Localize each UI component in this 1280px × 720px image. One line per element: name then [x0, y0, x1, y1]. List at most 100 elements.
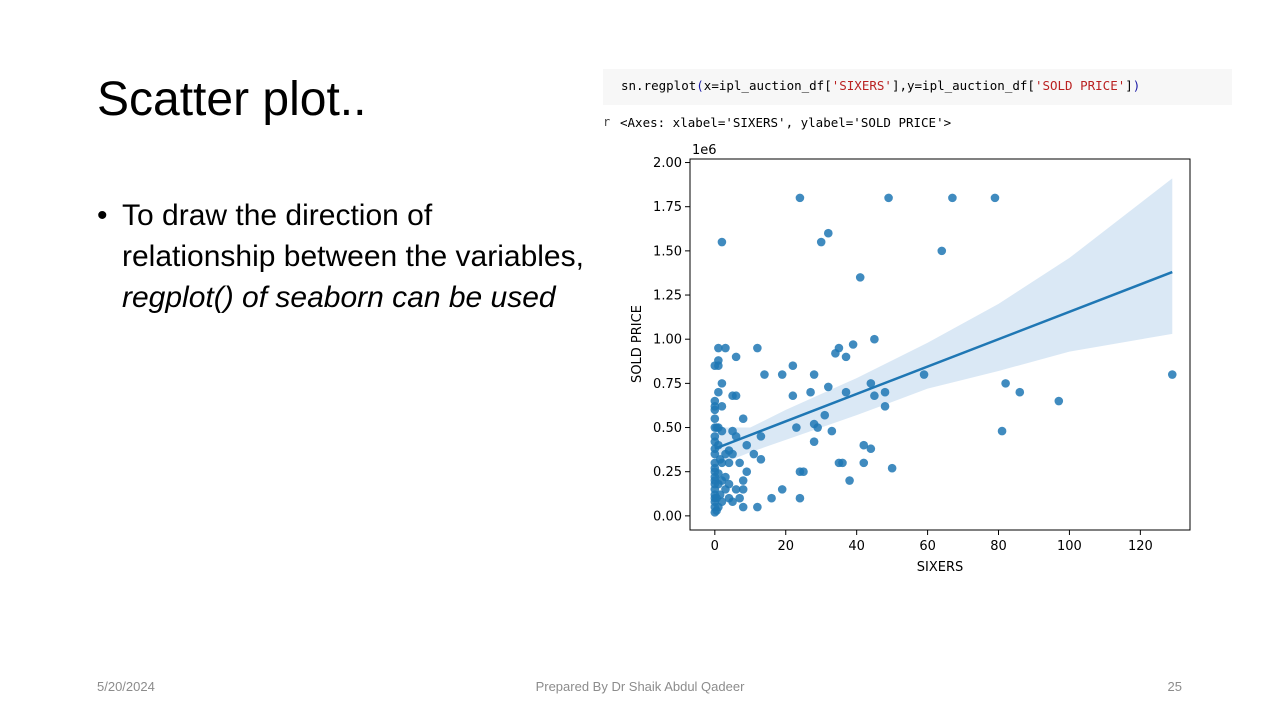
data-point	[859, 440, 869, 450]
y-tick-label: 1.50	[653, 244, 682, 259]
data-point	[721, 472, 730, 482]
data-point	[866, 379, 876, 388]
footer-page-number: 25	[1167, 679, 1182, 694]
data-point	[792, 423, 801, 432]
data-point	[717, 379, 727, 388]
confidence-band-area	[714, 178, 1173, 467]
data-point	[823, 228, 833, 238]
output-text: <Axes: xlabel='SIXERS', ylabel='SOLD PRI…	[620, 115, 952, 130]
data-point	[841, 387, 851, 397]
data-point	[728, 497, 737, 507]
data-point	[731, 485, 741, 494]
x-tick-label: 20	[777, 539, 794, 554]
confidence-band	[714, 178, 1173, 467]
data-point	[742, 467, 752, 477]
data-point	[738, 485, 748, 494]
data-point	[1001, 379, 1010, 388]
data-point	[749, 449, 759, 459]
data-point	[714, 361, 723, 370]
data-point	[1015, 387, 1025, 397]
code-x-key: 'SIXERS'	[831, 78, 892, 93]
y-tick-label: 1.25	[653, 289, 682, 304]
y-tick-label: 1.00	[653, 333, 682, 348]
data-point	[838, 458, 847, 468]
y-tick-label: 0.50	[653, 421, 682, 436]
data-point	[756, 455, 766, 464]
data-point	[735, 458, 744, 468]
y-tick-label: 2.00	[653, 156, 682, 171]
data-point	[717, 426, 727, 436]
data-point	[823, 382, 833, 392]
data-point	[834, 343, 844, 353]
code-mid: ],y=ipl_auction_df[	[891, 78, 1035, 93]
data-point	[738, 502, 748, 512]
footer-date: 5/20/2024	[97, 679, 155, 694]
data-point	[721, 343, 730, 353]
x-tick-label: 120	[1128, 539, 1153, 554]
data-point	[710, 396, 720, 406]
data-point	[728, 449, 737, 459]
data-point	[738, 414, 748, 424]
data-point	[870, 334, 879, 344]
data-point	[777, 370, 787, 379]
data-point	[887, 463, 897, 473]
data-point	[841, 352, 851, 362]
data-point	[884, 193, 893, 203]
data-point	[859, 458, 869, 468]
y-tick-label: 0.25	[653, 465, 682, 480]
data-point	[714, 343, 723, 353]
x-tick-label: 0	[711, 539, 719, 554]
data-point	[756, 432, 766, 441]
code-paren-open: (	[696, 78, 704, 93]
bullet-text-italic: regplot() of seaborn can be used	[122, 281, 556, 314]
data-point	[820, 410, 830, 420]
data-point	[753, 343, 762, 353]
data-point	[848, 340, 858, 349]
data-point	[717, 497, 727, 507]
output-marker: r	[603, 115, 611, 129]
y-tick-label: 0.00	[653, 509, 682, 524]
data-point	[795, 493, 805, 503]
data-point	[788, 361, 798, 370]
data-point	[767, 493, 776, 503]
data-point	[788, 391, 798, 401]
code-function: sn.regplot	[621, 78, 697, 93]
footer-author: Prepared By Dr Shaik Abdul Qadeer	[535, 679, 745, 694]
slide-title: Scatter plot..	[97, 73, 367, 126]
data-point	[760, 370, 769, 379]
x-tick-label: 40	[848, 539, 865, 554]
data-point	[731, 391, 741, 401]
data-point	[799, 467, 808, 477]
data-point	[990, 193, 1000, 203]
data-point	[809, 437, 819, 446]
code-cell[interactable]: sn.regplot(x=ipl_auction_df['SIXERS'],y=…	[603, 69, 1232, 105]
x-axis-label: SIXERS	[917, 560, 964, 575]
x-tick-label: 100	[1057, 539, 1082, 554]
data-point	[710, 432, 720, 441]
code-y-key: 'SOLD PRICE'	[1034, 78, 1126, 93]
data-point	[724, 458, 734, 468]
data-point	[870, 391, 879, 401]
y-tick-label: 0.75	[653, 377, 682, 392]
bullet-item: • To draw the direction of relationship b…	[97, 195, 587, 318]
data-point	[717, 458, 727, 468]
data-point	[845, 476, 854, 485]
data-point	[731, 352, 741, 362]
code-close-bracket: ]	[1125, 78, 1133, 93]
x-tick-label: 60	[919, 539, 936, 554]
data-point	[997, 426, 1007, 436]
data-point	[880, 402, 890, 411]
plot-frame	[689, 158, 1191, 531]
data-point	[715, 490, 725, 499]
scatter-chart: 1e6 SIXERS SOLD PRICE 0 20 40 60 80 100 120 0.0…	[630, 143, 1191, 575]
data-point	[724, 479, 734, 489]
data-point	[816, 237, 826, 247]
data-point	[714, 469, 723, 478]
bullet-text: To draw the direction of relationship be…	[122, 199, 584, 273]
data-point	[866, 444, 876, 454]
bullet-marker: •	[97, 199, 108, 232]
y-axis-label: SOLD PRICE	[630, 305, 645, 383]
code-paren-close: )	[1132, 78, 1141, 93]
data-point	[1054, 396, 1064, 406]
data-point	[795, 193, 805, 203]
